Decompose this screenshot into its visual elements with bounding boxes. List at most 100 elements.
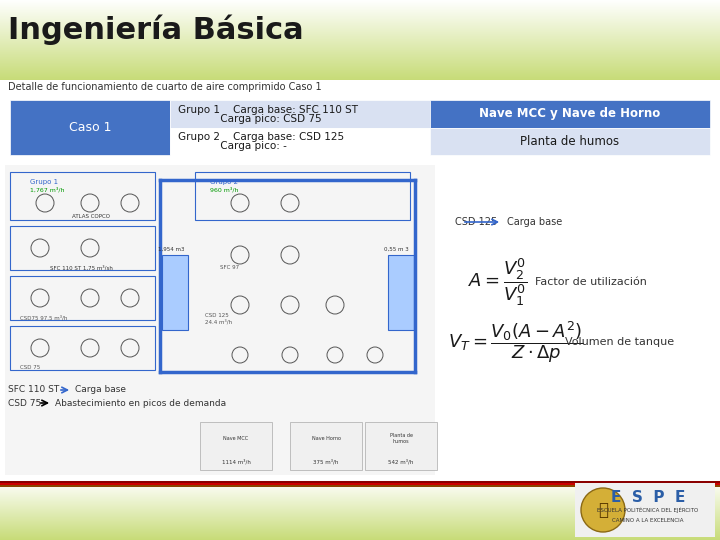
Bar: [0, 499, 720, 500]
Bar: [0, 50, 720, 51]
Text: ⛜: ⛜: [598, 501, 608, 519]
Text: Volumen de tanque: Volumen de tanque: [565, 337, 674, 347]
Bar: [0, 36, 720, 37]
Bar: [0, 78, 720, 79]
Bar: [0, 511, 720, 512]
Bar: [0, 3, 720, 5]
Bar: [0, 10, 720, 12]
Bar: [170, 127, 430, 155]
Bar: [0, 24, 720, 26]
Bar: [0, 531, 720, 532]
Bar: [0, 30, 720, 31]
Bar: [0, 528, 720, 529]
Bar: [0, 516, 720, 517]
Text: 24.4 m³/h: 24.4 m³/h: [205, 319, 232, 324]
Text: $V_T = \dfrac{V_0(A - A^2)}{Z \cdot \Delta p}$: $V_T = \dfrac{V_0(A - A^2)}{Z \cdot \Del…: [448, 319, 584, 365]
Bar: [0, 64, 720, 66]
Bar: [0, 524, 720, 525]
Bar: [0, 6, 720, 8]
Bar: [0, 500, 720, 501]
Text: Carga pico: CSD 75: Carga pico: CSD 75: [178, 114, 322, 124]
Bar: [0, 480, 720, 481]
Bar: [0, 514, 720, 515]
Text: 1114 m³/h: 1114 m³/h: [222, 460, 251, 465]
Text: 542 m³/h: 542 m³/h: [388, 460, 414, 465]
Bar: [0, 534, 720, 535]
Bar: [0, 485, 720, 487]
Bar: [0, 12, 720, 14]
Bar: [575, 483, 715, 537]
Bar: [0, 9, 720, 10]
Bar: [10, 276, 155, 320]
Bar: [0, 78, 720, 80]
Bar: [10, 172, 155, 220]
Bar: [0, 523, 720, 524]
Bar: [0, 1, 720, 2]
Bar: [0, 71, 720, 73]
Bar: [0, 512, 720, 513]
Text: Factor de utilización: Factor de utilización: [535, 277, 647, 287]
Bar: [0, 0, 720, 1]
Bar: [0, 521, 720, 522]
Bar: [0, 483, 720, 484]
Bar: [0, 53, 720, 55]
Bar: [0, 32, 720, 34]
Bar: [430, 127, 710, 155]
Bar: [0, 155, 720, 480]
Bar: [0, 493, 720, 494]
Bar: [0, 10, 720, 11]
Bar: [10, 226, 155, 270]
Bar: [0, 57, 720, 59]
Bar: [0, 481, 720, 482]
Bar: [0, 490, 720, 491]
Text: ESCUELA POLITÉCNICA DEL EJÉRCITO: ESCUELA POLITÉCNICA DEL EJÉRCITO: [598, 507, 698, 513]
Text: CSD 75: CSD 75: [8, 399, 41, 408]
Bar: [0, 535, 720, 536]
Bar: [0, 68, 720, 69]
Bar: [5, 165, 435, 475]
Bar: [0, 497, 720, 498]
Bar: [0, 538, 720, 539]
Text: Ingeniería Básica: Ingeniería Básica: [8, 15, 304, 45]
Bar: [0, 481, 720, 483]
Text: SFC 97: SFC 97: [220, 265, 239, 270]
Bar: [0, 3, 720, 4]
Bar: [0, 75, 720, 76]
Bar: [0, 519, 720, 520]
Text: 375 m³/h: 375 m³/h: [313, 460, 338, 465]
Text: Detalle de funcionamiento de cuarto de aire comprimido Caso 1: Detalle de funcionamiento de cuarto de a…: [8, 82, 322, 92]
Text: 960 m³/h: 960 m³/h: [210, 187, 238, 193]
Bar: [0, 71, 720, 72]
Bar: [430, 100, 710, 127]
Text: SFC 110 ST: SFC 110 ST: [8, 386, 59, 395]
Bar: [0, 70, 720, 71]
Bar: [0, 44, 720, 46]
Bar: [0, 4, 720, 6]
Text: $A = \dfrac{V_2^0}{V_1^0}$: $A = \dfrac{V_2^0}{V_1^0}$: [468, 256, 528, 308]
Bar: [0, 17, 720, 19]
Bar: [10, 326, 155, 370]
Bar: [0, 2, 720, 3]
Bar: [0, 19, 720, 21]
Bar: [0, 491, 720, 492]
Bar: [0, 39, 720, 41]
Bar: [0, 17, 720, 18]
Bar: [0, 484, 720, 485]
Bar: [0, 520, 720, 521]
Bar: [0, 51, 720, 53]
Bar: [0, 43, 720, 44]
Bar: [0, 73, 720, 75]
Bar: [0, 38, 720, 40]
Bar: [0, 55, 720, 56]
Bar: [0, 489, 720, 490]
Bar: [0, 492, 720, 493]
Bar: [0, 31, 720, 33]
Bar: [0, 28, 720, 29]
Bar: [0, 488, 720, 489]
Bar: [0, 21, 720, 22]
Bar: [0, 22, 720, 23]
Bar: [0, 522, 720, 523]
Bar: [0, 60, 720, 62]
Text: CSD 125: CSD 125: [455, 217, 498, 227]
Bar: [170, 100, 430, 127]
